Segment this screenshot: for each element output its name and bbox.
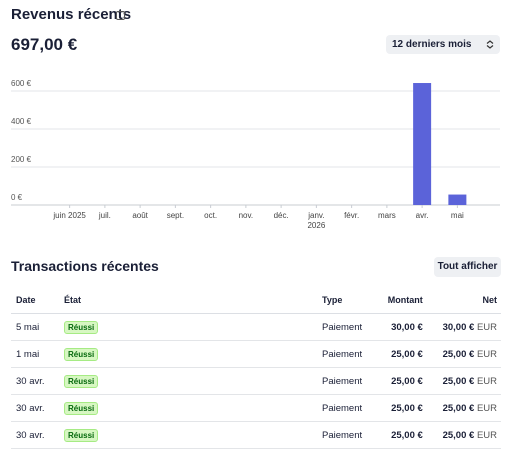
currency: EUR <box>476 402 497 414</box>
bar <box>448 194 467 205</box>
y-tick-label: 400 € <box>11 117 32 126</box>
net-cell: 25,00 € EUR <box>423 394 501 422</box>
currency: EUR <box>476 321 497 333</box>
table-row: 30 avr. Réussi Paiement 25,00 €25,00 € EUR <box>11 421 501 449</box>
section-title: Transactions récentes <box>11 258 159 274</box>
y-tick-label: 200 € <box>11 155 32 164</box>
currency: EUR <box>476 348 497 360</box>
currency: EUR <box>476 429 497 441</box>
total-amount: 697,00 € <box>11 35 78 54</box>
net-amount: 25,00 € <box>442 429 475 441</box>
date-cell: 1 mai <box>11 340 63 368</box>
column-header: Net <box>423 287 501 314</box>
x-tick-label: mai <box>450 211 464 220</box>
column-header: État <box>63 287 321 314</box>
net-amount: 25,00 € <box>442 348 475 360</box>
column-header: Montant <box>375 287 424 314</box>
x-tick-label: nov. <box>238 211 254 220</box>
bar <box>413 83 432 205</box>
x-tick-label: déc. <box>273 211 289 220</box>
period-select[interactable]: 12 derniers mois <box>386 35 500 54</box>
net-amount: 25,00 € <box>442 375 475 387</box>
status-badge: Réussi <box>64 347 99 361</box>
table-header: Date État Type Montant Net <box>11 287 501 314</box>
transactions-table: Date État Type Montant Net 5 mai Réussi Paiemen… <box>11 287 501 449</box>
x-tick-label: août <box>132 211 148 220</box>
period-label: 12 derniers mois <box>392 39 472 50</box>
date-cell: 30 avr. <box>11 421 63 449</box>
net-cell: 25,00 € EUR <box>423 367 501 395</box>
column-header: Type <box>321 287 376 314</box>
chevron-icon <box>486 40 494 49</box>
type-cell: Paiement <box>321 421 376 449</box>
x-tick-label: avr. <box>415 211 429 220</box>
type-cell: Paiement <box>321 340 376 368</box>
amount-cell: 25,00 € <box>375 367 424 395</box>
status-cell: Réussi <box>63 394 321 422</box>
type-cell: Paiement <box>321 313 376 341</box>
status-badge: Réussi <box>64 401 99 415</box>
status-badge: Réussi <box>64 320 99 334</box>
y-tick-label: 600 € <box>11 79 32 88</box>
table-row: 30 avr. Réussi Paiement 25,00 €25,00 € EUR <box>11 367 501 395</box>
status-cell: Réussi <box>63 313 321 341</box>
x-tick-label: févr. <box>344 211 360 220</box>
x-tick-label: sept. <box>166 211 185 220</box>
section-title: Revenus récents <box>11 6 132 23</box>
chart: 0 € 200 € 400 € 600 € <box>11 79 500 208</box>
amount-cell: 25,00 € <box>375 421 424 449</box>
x-tick-label: juil. <box>98 211 111 220</box>
x-tick-label: juin 2025 <box>53 211 86 220</box>
net-cell: 25,00 € EUR <box>423 421 501 449</box>
table-row: 1 mai Réussi Paiement 25,00 €25,00 € EUR <box>11 340 501 368</box>
y-tick-label: 0 € <box>11 193 23 202</box>
date-cell: 5 mai <box>11 313 63 341</box>
net-amount: 30,00 € <box>442 321 475 333</box>
status-badge: Réussi <box>64 374 99 388</box>
type-cell: Paiement <box>321 394 376 422</box>
net-cell: 25,00 € EUR <box>423 340 501 368</box>
x-tick-label: oct. <box>204 211 218 220</box>
amount-cell: 25,00 € <box>375 340 424 368</box>
date-cell: 30 avr. <box>11 394 63 422</box>
amount-cell: 25,00 € <box>375 394 424 422</box>
x-tick-label: mars <box>377 211 396 220</box>
status-cell: Réussi <box>63 367 321 395</box>
table-body: 5 mai Réussi Paiement 30,00 €30,00 € EUR 1 m… <box>11 313 501 449</box>
info-icon[interactable] <box>116 11 125 20</box>
net-amount: 25,00 € <box>442 402 475 414</box>
column-header: Date <box>11 287 63 314</box>
view-all-button[interactable]: Tout afficher <box>434 257 501 277</box>
net-cell: 30,00 € EUR <box>423 313 501 341</box>
x-tick-label: janv. 2026 <box>307 211 326 230</box>
table-row: 5 mai Réussi Paiement 30,00 €30,00 € EUR <box>11 313 501 341</box>
type-cell: Paiement <box>321 367 376 395</box>
table-row: 30 avr. Réussi Paiement 25,00 €25,00 € EUR <box>11 394 501 422</box>
amount-cell: 30,00 € <box>375 313 424 341</box>
currency: EUR <box>476 375 497 387</box>
date-cell: 30 avr. <box>11 367 63 395</box>
status-cell: Réussi <box>63 340 321 368</box>
status-badge: Réussi <box>64 428 99 442</box>
status-cell: Réussi <box>63 421 321 449</box>
